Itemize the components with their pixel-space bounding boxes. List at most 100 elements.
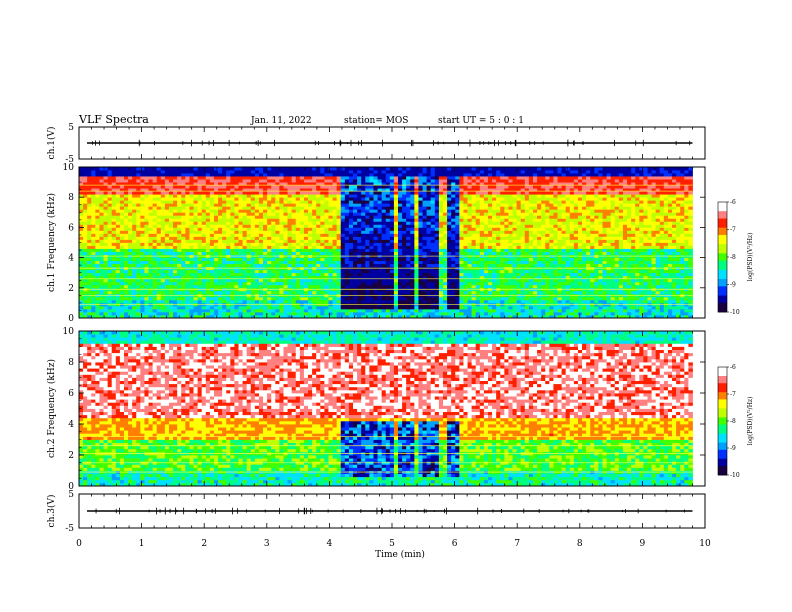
ch1-spectrogram-cell: [348, 167, 354, 171]
ch1-spectrogram-cell: [422, 242, 428, 246]
ch1-spectrogram-cell: [336, 233, 342, 237]
ch1-spectrogram-cell: [99, 215, 104, 219]
ch1-spectrogram-cell: [443, 221, 448, 225]
ch1-spectrogram-cell: [144, 221, 149, 225]
ch1-spectrogram-cell: [267, 230, 272, 234]
ch1-spectrogram-cell: [87, 305, 92, 310]
ch1-spectrogram-cell: [181, 182, 186, 186]
ch1-spectrogram-cell: [87, 281, 92, 286]
ch1-spectrogram-cell: [402, 245, 407, 249]
ch1-spectrogram-cell: [164, 182, 170, 186]
ch1-spectrogram-cell: [275, 284, 280, 289]
ch1-spectrogram-cell: [185, 197, 190, 201]
ch1-spectrogram-cell: [406, 305, 411, 310]
ch1-spectrogram-cell: [218, 308, 223, 313]
ch1-spectrogram-cell: [111, 281, 117, 286]
ch1-spectrogram-cell: [459, 245, 464, 249]
ch1-spectrogram-cell: [299, 179, 305, 183]
ch1-spectrogram-cell: [299, 194, 305, 198]
ch1-spectrogram-cell: [418, 263, 423, 268]
ch1-spectrogram-cell: [79, 182, 84, 186]
ch1-spectrogram-cell: [168, 272, 174, 277]
ch1-spectrogram-cell: [218, 182, 223, 186]
ch1-spectrogram-cell: [119, 251, 125, 255]
ch1-spectrogram-cell: [205, 179, 211, 183]
ch1-spectrogram-cell: [193, 272, 199, 277]
ch1-spectrogram-cell: [385, 209, 391, 213]
ch1-spectrogram-cell: [222, 188, 227, 192]
ch1-spectrogram-cell: [393, 272, 399, 277]
ch1-spectrogram-cell: [267, 275, 272, 280]
ch1-spectrogram-cell: [344, 290, 350, 295]
ch1-spectrogram-cell: [132, 167, 137, 171]
ch1-spectrogram-cell: [398, 239, 403, 243]
ch1-spectrogram-cell: [357, 242, 362, 246]
ch1-spectrogram-cell: [451, 206, 456, 210]
ch1-spectrogram-cell: [189, 269, 194, 274]
ch1-spectrogram-cell: [238, 284, 243, 289]
ch1-spectrogram-cell: [111, 176, 117, 180]
ch1-spectrogram-cell: [336, 260, 342, 265]
ch1-spectrogram-cell: [422, 251, 428, 255]
ch1-spectrogram-cell: [115, 311, 121, 316]
ch1-spectrogram-cell: [177, 269, 182, 274]
ch1-spectrogram-cell: [267, 308, 272, 313]
ch1-spectrogram-cell: [438, 167, 444, 171]
ch1-spectrogram-cell: [238, 308, 243, 313]
ch1-spectrogram-cell: [258, 248, 264, 252]
ch1-spectrogram-cell: [422, 203, 428, 207]
ch1-spectrogram-cell: [426, 188, 432, 192]
ch1-spectrogram-cell: [246, 176, 252, 180]
ch1-spectrogram-cell: [144, 212, 149, 216]
ch1-spectrogram-cell: [328, 173, 333, 177]
ch1-spectrogram-cell: [123, 206, 129, 210]
ch1-spectrogram-cell: [336, 209, 342, 213]
ch1-spectrogram-cell: [173, 248, 178, 252]
ch1-spectrogram-cell: [410, 290, 415, 295]
ch1-spectrogram-cell: [443, 215, 448, 219]
ch1-spectrogram-cell: [193, 263, 199, 268]
ch1-spectrogram-cell: [91, 245, 96, 249]
ch1-spectrogram-cell: [234, 215, 239, 219]
ch1-spectrogram-cell: [398, 284, 403, 289]
ch1-spectrogram-cell: [344, 176, 350, 180]
ch1-spectrogram-cell: [136, 236, 141, 240]
ch1-spectrogram-cell: [222, 245, 227, 249]
ch1-spectrogram-cell: [254, 188, 260, 192]
ch1-spectrogram-cell: [226, 227, 231, 231]
ch1-spectrogram-cell: [353, 230, 358, 234]
ch1-spectrogram-cell: [299, 239, 305, 243]
ch1-spectrogram-cell: [459, 215, 464, 219]
ch1-spectrogram-cell: [164, 221, 170, 225]
ch1-spectrogram-cell: [136, 218, 141, 222]
ch1-spectrogram-cell: [467, 284, 473, 289]
ch1-spectrogram-cell: [308, 236, 313, 240]
ch1-spectrogram-cell: [83, 308, 88, 313]
ch1-spectrogram-cell: [218, 206, 223, 210]
ch1-spectrogram-cell: [91, 176, 96, 180]
ch1-spectrogram-cell: [434, 233, 440, 237]
ch1-spectrogram-cell: [443, 296, 448, 301]
ch1-spectrogram-cell: [303, 209, 309, 213]
ch1-spectrogram-cell: [434, 176, 440, 180]
ch1-spectrogram-cell: [402, 176, 407, 180]
ch1-spectrogram-cell: [467, 230, 473, 234]
ch1-spectrogram-cell: [83, 251, 88, 255]
ch1-spectrogram-cell: [128, 176, 133, 180]
ch1-spectrogram-cell: [373, 188, 378, 192]
ch1-spectrogram-cell: [455, 314, 460, 319]
ch1-spectrogram-cell: [218, 188, 223, 192]
ch1-spectrogram-cell: [312, 227, 317, 231]
ch1-spectrogram-cell: [238, 221, 243, 225]
ch1-spectrogram-cell: [312, 194, 317, 198]
ch1-spectrogram-cell: [238, 305, 243, 310]
ch1-spectrogram-cell: [123, 185, 129, 189]
ch1-spectrogram-cell: [197, 314, 203, 319]
ch1-spectrogram-cell: [156, 200, 162, 204]
ch1-spectrogram-cell: [267, 185, 272, 189]
ch1-spectrogram-cell: [369, 296, 374, 301]
ch1-spectrogram-cell: [246, 242, 252, 246]
ch1-spectrogram-cell: [303, 188, 309, 192]
ch1-spectrogram-cell: [267, 173, 272, 177]
ch1-spectrogram-cell: [455, 233, 460, 237]
